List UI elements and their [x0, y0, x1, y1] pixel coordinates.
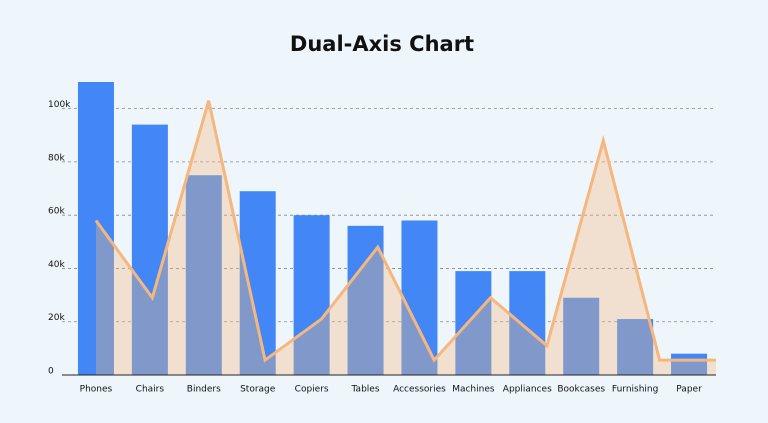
y-tick-label: 0 — [48, 367, 54, 377]
x-tick-label: Accessories — [393, 385, 446, 395]
bar — [185, 175, 222, 375]
x-tick-label: Machines — [452, 385, 495, 395]
bar — [617, 319, 654, 375]
area — [95, 100, 717, 376]
y-tick-label: 100k — [48, 100, 71, 110]
x-tick-label: Paper — [676, 385, 702, 395]
chart-title: Dual-Axis Chart — [290, 32, 474, 56]
x-tick-label: Tables — [351, 385, 380, 395]
x-tick-label: Binders — [187, 385, 221, 395]
bar — [401, 220, 438, 375]
x-tick-label: Furnishing — [612, 385, 658, 395]
x-tick-label: Storage — [240, 385, 276, 395]
bar — [239, 191, 276, 375]
x-tick-label: Copiers — [295, 385, 329, 395]
bar — [77, 82, 114, 375]
bar — [563, 297, 600, 375]
x-tick-label: Chairs — [136, 385, 165, 395]
x-tick-label: Appliances — [503, 385, 552, 395]
y-tick-label: 20k — [48, 313, 65, 323]
x-tick-label: Bookcases — [557, 385, 605, 395]
bar — [455, 271, 492, 375]
x-tick-label: Phones — [80, 385, 113, 395]
line — [94, 100, 716, 363]
bar — [509, 271, 546, 375]
y-tick-label: 60k — [48, 207, 65, 217]
y-tick-label: 80k — [48, 153, 65, 163]
bar — [293, 215, 330, 375]
bar — [347, 225, 384, 375]
bar — [131, 124, 168, 375]
y-tick-label: 40k — [48, 260, 65, 270]
